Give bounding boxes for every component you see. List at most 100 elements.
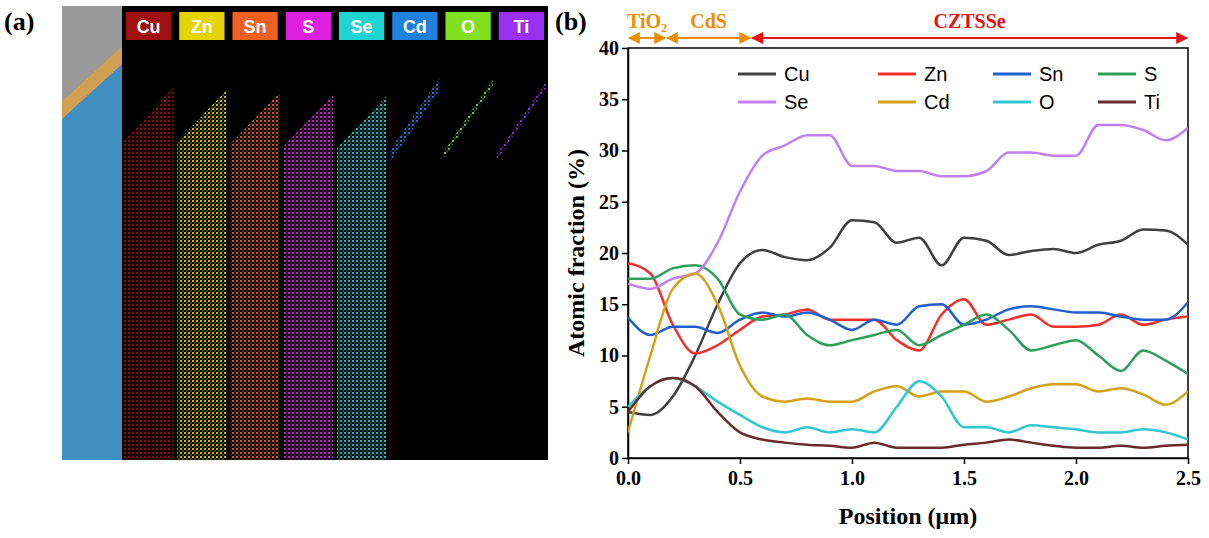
tick-mark — [622, 253, 628, 255]
element-map — [231, 92, 280, 460]
tick-label: 20 — [599, 242, 619, 264]
legend-swatch — [878, 101, 916, 104]
element-label-box — [392, 12, 437, 40]
tick-label: 0.0 — [616, 467, 641, 489]
tick-label: 1.0 — [840, 467, 865, 489]
tick: 0.0 — [616, 458, 641, 489]
element-label-box — [179, 12, 224, 40]
element-map — [390, 78, 439, 162]
region-arrow — [667, 37, 750, 39]
element-label: Ti — [514, 17, 530, 37]
element-map — [444, 80, 493, 158]
tick-label: 0 — [609, 447, 619, 469]
series-line — [628, 265, 1188, 374]
tick: 10 — [599, 344, 628, 366]
element-label: Se — [351, 17, 373, 37]
series-line — [628, 378, 1188, 448]
tick: 0 — [609, 447, 628, 469]
x-axis: 0.0 0.5 1.0 1.5 2.0 2.5 — [616, 458, 1201, 489]
element-label: Zn — [191, 17, 213, 37]
series-line — [628, 263, 1188, 353]
legend-swatch — [1098, 73, 1136, 76]
map-background — [62, 6, 548, 460]
panel-letter: (b) — [555, 7, 587, 36]
tick-label: 25 — [599, 191, 619, 213]
tick: 40 — [599, 37, 628, 59]
plot-lines — [628, 125, 1188, 448]
annotations: TiO₂CdSCZTSSe — [627, 10, 1187, 38]
legend-label: O — [1039, 91, 1055, 113]
tick-mark — [1076, 458, 1078, 464]
element-map — [177, 90, 226, 460]
legend-swatch — [738, 73, 776, 76]
element-label-box — [446, 12, 491, 40]
legend-label: S — [1144, 63, 1157, 85]
tick-label: 15 — [599, 293, 619, 315]
tick-label: 10 — [599, 344, 619, 366]
tick: 15 — [599, 293, 628, 315]
region-label: CZTSSe — [933, 10, 1005, 32]
legend: CuZnSnSSeCdOTi — [738, 63, 1160, 113]
tick-mark — [622, 48, 628, 50]
series-line — [628, 378, 1188, 440]
tick: 5 — [609, 396, 628, 418]
x-axis-title: Position (μm) — [839, 503, 977, 529]
element-label-box — [126, 12, 171, 40]
tick-mark — [622, 304, 628, 306]
tick-mark — [1188, 458, 1190, 464]
tick: 1.5 — [952, 458, 977, 489]
legend-label: Se — [784, 91, 808, 113]
plot-frame — [628, 48, 1188, 458]
element-label-box — [339, 12, 384, 40]
tick: 0.5 — [728, 458, 753, 489]
series-line — [628, 302, 1188, 335]
tick-label: 5 — [609, 396, 619, 418]
tick-mark — [622, 355, 628, 357]
legend-label: Sn — [1039, 63, 1063, 85]
element-map — [337, 96, 386, 460]
element-label: Cd — [403, 17, 427, 37]
tick: 1.0 — [840, 458, 865, 489]
legend-swatch — [993, 73, 1031, 76]
element-map — [284, 94, 333, 460]
tick-label: 2.0 — [1064, 467, 1089, 489]
element-map — [497, 82, 546, 160]
tick-mark — [622, 407, 628, 409]
y-axis-title: Atomic fraction (%) — [563, 149, 589, 357]
region-arrow — [752, 37, 1187, 39]
figure: (a)CuZnSnSSeCdOTi(b)0.00.51.01.52.02.505… — [0, 0, 1209, 538]
tick: 2.0 — [1064, 458, 1089, 489]
tick-label: 30 — [599, 139, 619, 161]
legend-label: Cu — [784, 63, 810, 85]
legend-swatch — [993, 101, 1031, 104]
legend-swatch — [1098, 101, 1136, 104]
tick-label: 0.5 — [728, 467, 753, 489]
series-line — [628, 274, 1188, 433]
element-label: O — [461, 17, 475, 37]
tick-label: 35 — [599, 88, 619, 110]
series-line — [628, 220, 1188, 415]
element-label: Sn — [244, 17, 267, 37]
tem-image — [62, 6, 122, 460]
element-label: S — [302, 17, 314, 37]
legend-label: Zn — [924, 63, 947, 85]
tick-label: 2.5 — [1176, 467, 1201, 489]
region-arrow — [629, 37, 665, 39]
element-map — [124, 88, 173, 460]
legend-swatch — [878, 73, 916, 76]
tick-mark — [740, 458, 742, 464]
tick-mark — [622, 99, 628, 101]
legend-swatch — [738, 101, 776, 104]
element-label: Cu — [137, 17, 161, 37]
element-label-box — [286, 12, 331, 40]
tick: 30 — [599, 139, 628, 161]
element-label-box — [233, 12, 278, 40]
tick-mark — [622, 458, 628, 460]
tick: 35 — [599, 88, 628, 110]
tick-mark — [622, 202, 628, 204]
tick: 20 — [599, 242, 628, 264]
legend-label: Cd — [924, 91, 950, 113]
tick: 25 — [599, 191, 628, 213]
element-label-box — [499, 12, 544, 40]
region-label: TiO₂ — [627, 10, 667, 32]
